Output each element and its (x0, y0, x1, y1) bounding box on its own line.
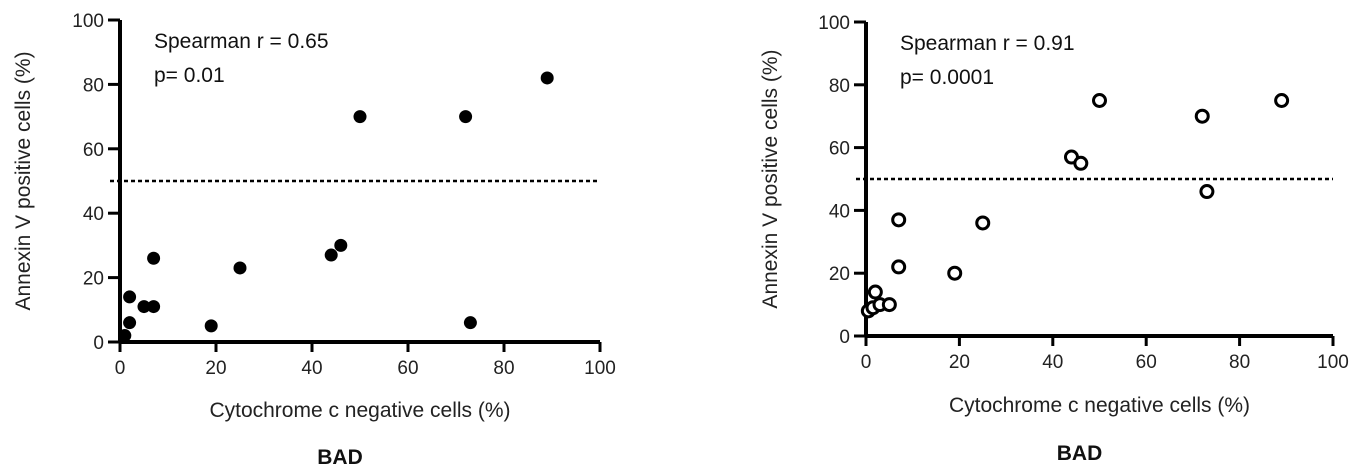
y-axis-label: Annexin V positive cells (%) (759, 49, 782, 308)
x-tick-label: 100 (1317, 352, 1349, 373)
y-tick-label: 60 (83, 140, 104, 161)
y-tick-label: 0 (839, 327, 850, 348)
x-tick-label: 0 (115, 358, 126, 379)
y-tick-label: 0 (93, 333, 104, 354)
x-tick-label: 20 (949, 352, 970, 373)
data-point (1092, 93, 1107, 108)
data-point (118, 329, 132, 343)
x-tick-label: 100 (584, 358, 616, 379)
panel-right: 0 20 40 60 80 100 0 20 40 60 80 100 Spearman r = 0.9… (759, 13, 1349, 465)
x-tick-label: 80 (493, 358, 514, 379)
data-point (123, 316, 137, 330)
data-point (1073, 155, 1089, 171)
data-point (891, 259, 907, 275)
data-point (459, 110, 473, 124)
y-tick-label: 40 (83, 204, 104, 225)
x-tick-label: 40 (301, 358, 322, 379)
x-axis-label: Cytochrome c negative cells (%) (949, 394, 1250, 417)
x-tick-label: 40 (1042, 352, 1063, 373)
x-tick-label: 80 (1229, 352, 1250, 373)
data-point (137, 300, 151, 314)
data-point (463, 316, 477, 330)
data-point (540, 71, 554, 85)
data-point (204, 319, 218, 333)
panel-caption: BAD (1057, 442, 1103, 465)
y-tick-label: 100 (818, 13, 850, 34)
y-tick-label: 100 (72, 11, 104, 32)
annotation-text: p= 0.0001 (900, 66, 994, 89)
y-tick-label: 60 (829, 139, 850, 160)
data-point (353, 110, 367, 124)
y-tick-label: 20 (83, 269, 104, 290)
panel-caption: BAD (317, 446, 363, 469)
data-point (123, 290, 137, 304)
data-point (1194, 108, 1210, 124)
data-point (867, 284, 883, 300)
x-tick-label: 0 (861, 352, 872, 373)
annotation-text: p= 0.01 (154, 64, 225, 87)
y-tick-label: 80 (83, 75, 104, 96)
y-axis-label: Annexin V positive cells (%) (12, 51, 35, 310)
data-point (947, 265, 963, 281)
x-tick-label: 20 (205, 358, 226, 379)
data-point (975, 215, 991, 231)
data-point (1274, 93, 1290, 108)
x-axis-label: Cytochrome c negative cells (%) (209, 399, 510, 422)
data-point (147, 300, 161, 314)
data-point (881, 297, 897, 313)
annotation-text: Spearman r = 0.65 (154, 30, 329, 53)
annotation-text: Spearman r = 0.91 (900, 32, 1075, 55)
data-point (147, 251, 161, 265)
data-point (891, 212, 907, 228)
x-tick-label: 60 (1136, 352, 1157, 373)
y-tick-label: 20 (829, 264, 850, 285)
x-tick-label: 60 (397, 358, 418, 379)
panel-left: 0 20 40 60 80 100 0 20 40 60 80 100 Spearman r = 0.6… (12, 11, 616, 469)
y-tick-label: 80 (829, 76, 850, 97)
data-point (1199, 184, 1215, 200)
data-point (233, 261, 247, 275)
data-point (334, 238, 348, 252)
y-tick-label: 40 (829, 201, 850, 222)
data-point (324, 248, 338, 262)
